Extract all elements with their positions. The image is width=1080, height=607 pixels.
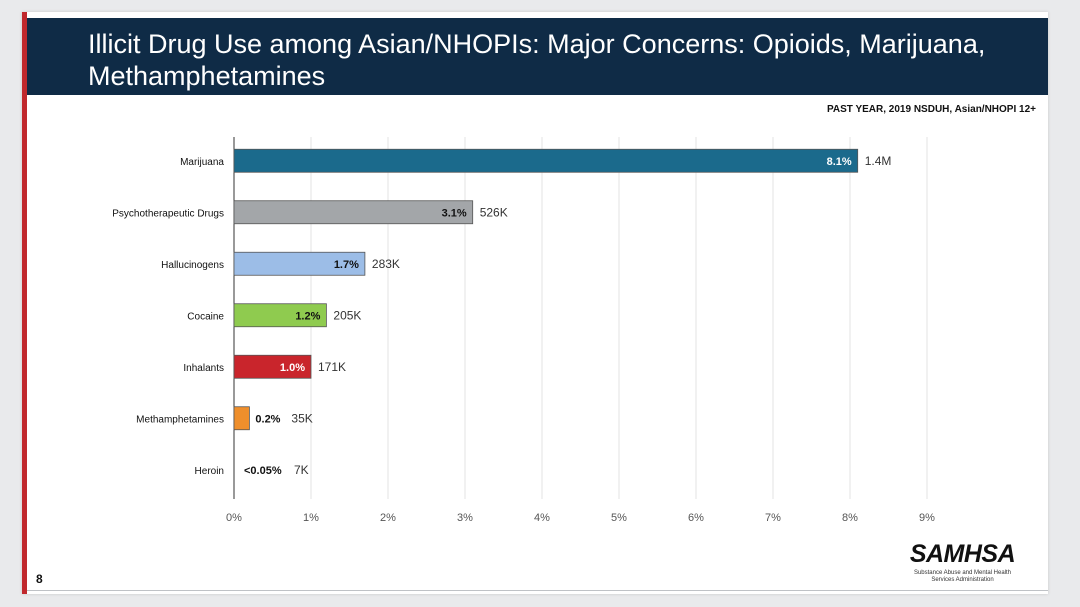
logo-subtitle: Substance Abuse and Mental Health Servic… [900,570,1025,584]
count-label: 35K [291,411,312,425]
value-label: 8.1% [827,156,852,168]
page-number: 8 [36,572,43,586]
logo-subtitle-line2: Services Administration [931,577,994,583]
title-bar: Illicit Drug Use among Asian/NHOPIs: Maj… [27,18,1048,95]
category-label: Marijuana [180,157,224,168]
slide-title: Illicit Drug Use among Asian/NHOPIs: Maj… [88,29,986,91]
samhsa-logo: SAMHSA Substance Abuse and Mental Health… [900,540,1025,588]
value-label: 1.0% [280,362,305,374]
slide-subtitle: PAST YEAR, 2019 NSDUH, Asian/NHOPI 12+ [826,104,1036,115]
value-label: 1.7% [334,259,359,271]
category-label: Methamphetamines [136,414,224,425]
value-label: 1.2% [295,310,320,322]
bar [233,200,474,225]
x-tick-label: 8% [842,512,858,524]
logo-wordmark: SAMHSA [909,540,1016,568]
bar [233,251,366,276]
category-label: Inhalants [183,363,224,374]
x-tick-label: 5% [611,512,627,524]
category-label: Heroin [195,466,224,477]
x-tick-label: 6% [688,512,704,524]
count-label: 1.4M [865,154,892,168]
x-tick-label: 7% [765,512,781,524]
category-label: Psychotherapeutic Drugs [112,208,224,219]
category-label: Hallucinogens [161,260,224,271]
bar-chart: 0% 1% 2% 3% 4% 5% 6% 7% 8% 9% Marijuana 8.1% 1.4M Psy… [112,137,935,524]
bar [233,148,859,173]
bar [233,354,312,379]
x-tick-label: 4% [534,512,550,524]
count-label: 7K [294,463,309,477]
x-tick-label: 0% [226,512,242,524]
x-tick-label: 9% [919,512,935,524]
left-accent-rule [22,12,27,594]
category-label: Cocaine [187,311,224,322]
count-label: 205K [333,308,361,322]
x-tick-label: 3% [457,512,473,524]
value-label: 0.2% [255,413,280,425]
logo-subtitle-line1: Substance Abuse and Mental Health [913,570,1012,576]
count-label: 283K [372,257,400,271]
value-label: 3.1% [442,207,467,219]
count-label: 526K [480,205,508,219]
slide: Illicit Drug Use among Asian/NHOPIs: Maj… [22,12,1048,594]
bar [233,303,327,328]
x-tick-label: 2% [380,512,396,524]
count-label: 171K [318,360,346,374]
value-label: <0.05% [244,465,282,477]
bottom-rule [27,590,1048,591]
x-tick-label: 1% [303,512,319,524]
bar [233,406,250,431]
